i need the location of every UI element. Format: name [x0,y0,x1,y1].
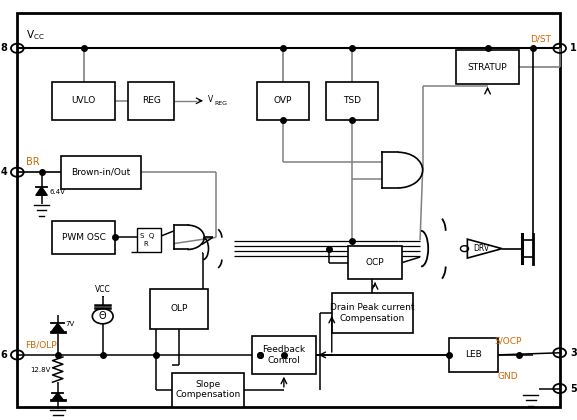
Text: STRATUP: STRATUP [468,63,507,72]
Polygon shape [52,393,63,400]
Text: UVLO: UVLO [72,96,96,105]
Text: 12.8V: 12.8V [31,367,51,373]
Bar [456,50,519,84]
Text: OCP: OCP [366,258,384,267]
Text: Slope
Compensation: Slope Compensation [175,380,241,399]
Bar [52,221,115,254]
Bar [257,82,309,120]
Text: 5: 5 [570,383,577,394]
Text: TSD: TSD [343,96,361,105]
Text: D/ST: D/ST [530,34,551,43]
Text: PWM OSC: PWM OSC [62,233,106,242]
Text: $\mathsf{V_{CC}}$: $\mathsf{V_{CC}}$ [26,28,45,42]
Polygon shape [51,323,64,332]
Text: 7V: 7V [65,321,74,327]
Bar [326,82,378,120]
Text: FB/OLP: FB/OLP [25,341,57,350]
Polygon shape [36,187,47,195]
Text: OLP: OLP [170,304,188,313]
Bar [150,289,208,328]
Text: Brown-in/Out: Brown-in/Out [72,168,130,177]
Text: BR: BR [26,157,40,167]
Bar [137,228,161,252]
Polygon shape [467,239,502,258]
Text: REG: REG [142,96,160,105]
Text: V: V [208,95,213,104]
Text: R: R [144,241,148,247]
Text: REG: REG [215,101,228,106]
Text: Drain Peak current
Compensation: Drain Peak current Compensation [330,303,414,323]
Text: OVP: OVP [273,96,292,105]
Bar [252,336,316,374]
Bar [347,246,403,279]
Text: 4: 4 [0,167,7,177]
Bar [332,293,413,333]
Text: GND: GND [497,372,518,381]
Text: S/OCP: S/OCP [494,336,522,345]
Text: Θ: Θ [99,311,107,321]
Text: Feedback
Control: Feedback Control [263,345,305,365]
Bar [52,82,115,120]
Bar [172,373,243,407]
Text: 3: 3 [570,348,577,358]
Bar [449,338,497,372]
Text: 6.4V: 6.4V [49,189,65,195]
Text: 6: 6 [0,350,7,360]
Bar [128,82,174,120]
Text: S  Q: S Q [140,233,154,239]
Text: DRV: DRV [474,244,490,253]
Text: VCC: VCC [95,285,111,294]
Bar [61,156,141,189]
Text: LEB: LEB [464,350,482,360]
Text: 1: 1 [570,43,577,53]
Text: 8: 8 [0,43,7,53]
